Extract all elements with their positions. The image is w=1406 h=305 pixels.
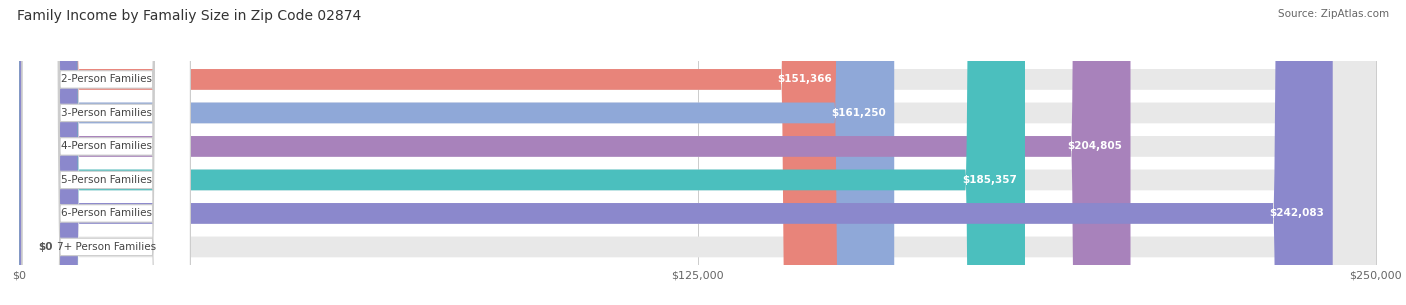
Text: 5-Person Families: 5-Person Families: [60, 175, 152, 185]
Text: Source: ZipAtlas.com: Source: ZipAtlas.com: [1278, 9, 1389, 19]
Text: $161,250: $161,250: [831, 108, 886, 118]
FancyBboxPatch shape: [20, 0, 1130, 305]
Text: $185,357: $185,357: [962, 175, 1017, 185]
FancyBboxPatch shape: [20, 0, 1375, 305]
FancyBboxPatch shape: [22, 0, 190, 305]
FancyBboxPatch shape: [22, 0, 190, 305]
Text: $0: $0: [38, 242, 53, 252]
FancyBboxPatch shape: [20, 0, 1025, 305]
FancyBboxPatch shape: [20, 0, 841, 305]
Text: 6-Person Families: 6-Person Families: [60, 208, 152, 218]
Text: 2-Person Families: 2-Person Families: [60, 74, 152, 84]
FancyBboxPatch shape: [20, 0, 1375, 305]
FancyBboxPatch shape: [20, 0, 1375, 305]
Text: 3-Person Families: 3-Person Families: [60, 108, 152, 118]
Text: 4-Person Families: 4-Person Families: [60, 142, 152, 151]
Text: $242,083: $242,083: [1270, 208, 1324, 218]
FancyBboxPatch shape: [20, 0, 1375, 305]
FancyBboxPatch shape: [22, 0, 190, 305]
Text: $151,366: $151,366: [778, 74, 832, 84]
FancyBboxPatch shape: [20, 0, 1333, 305]
Text: Family Income by Famaliy Size in Zip Code 02874: Family Income by Famaliy Size in Zip Cod…: [17, 9, 361, 23]
FancyBboxPatch shape: [20, 0, 894, 305]
FancyBboxPatch shape: [20, 0, 1375, 305]
Text: 7+ Person Families: 7+ Person Families: [56, 242, 156, 252]
FancyBboxPatch shape: [20, 0, 1375, 305]
Text: $204,805: $204,805: [1067, 142, 1122, 151]
FancyBboxPatch shape: [22, 0, 190, 305]
FancyBboxPatch shape: [22, 0, 190, 305]
FancyBboxPatch shape: [22, 0, 190, 305]
